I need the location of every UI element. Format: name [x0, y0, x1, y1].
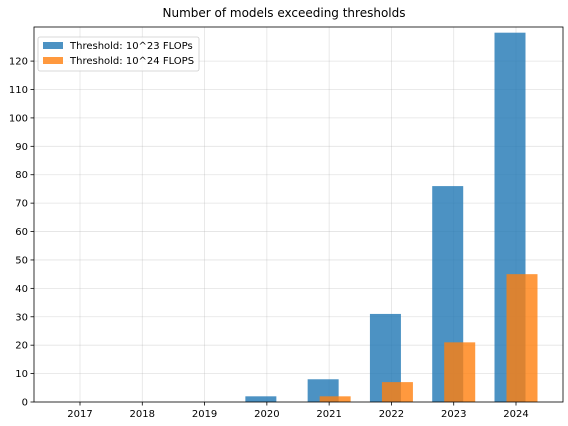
legend: Threshold: 10^23 FLOPs Threshold: 10^24 F…: [37, 36, 200, 72]
bar-threshold-1e23-2020: [245, 396, 277, 402]
legend-swatch: [43, 57, 63, 64]
y-tick-label: 10: [15, 369, 28, 380]
x-tick-label: 2017: [67, 409, 92, 420]
x-tick-label: 2023: [441, 409, 466, 420]
legend-swatch: [43, 42, 63, 49]
x-tick-label: 2024: [503, 409, 528, 420]
x-tick-label: 2018: [130, 409, 155, 420]
x-tick-label: 2021: [316, 409, 341, 420]
bar-threshold-1e24-2023: [444, 342, 476, 402]
y-tick-label: 0: [22, 398, 28, 409]
y-tick-label: 70: [15, 199, 28, 210]
x-tick-label: 2019: [192, 409, 217, 420]
y-tick-label: 30: [15, 312, 28, 323]
y-tick-label: 80: [15, 170, 28, 181]
y-tick-label: 60: [15, 227, 28, 238]
bars: [245, 32, 538, 402]
y-tick-label: 110: [9, 85, 28, 96]
bar-threshold-1e24-2024: [506, 274, 538, 402]
plot-area-frame: [33, 26, 564, 403]
x-tick-label: 2022: [379, 409, 404, 420]
y-tick-label: 90: [15, 142, 28, 153]
x-tick-label: 2020: [254, 409, 279, 420]
grid-lines: [34, 27, 563, 403]
bar-threshold-1e24-2021: [319, 396, 351, 402]
chart-title: Number of models exceeding thresholds: [162, 6, 405, 20]
legend-label: Threshold: 10^23 FLOPs: [69, 41, 193, 52]
y-tick-label: 20: [15, 341, 28, 352]
y-tick-label: 120: [9, 57, 28, 68]
axis-ticks: 0 10 20 30 40 50 60 70 80 90 100 110 120 2017 2018 2019…: [9, 57, 529, 420]
bar-threshold-1e24-2022: [381, 382, 413, 402]
y-tick-label: 50: [15, 255, 28, 266]
y-tick-label: 100: [9, 113, 28, 124]
y-tick-label: 40: [15, 284, 28, 295]
legend-box: [37, 36, 200, 72]
legend-label: Threshold: 10^24 FLOPS: [69, 56, 194, 67]
